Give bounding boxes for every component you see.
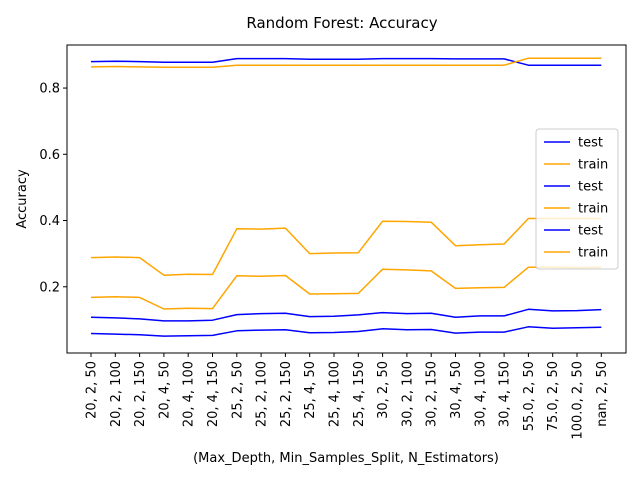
x-tick-label: 30, 4, 50	[449, 361, 464, 419]
x-tick-label: 25, 4, 50	[303, 361, 318, 419]
x-axis-title: (Max_Depth, Min_Samples_Split, N_Estimat…	[193, 451, 499, 466]
x-tick-label: 30, 4, 150	[498, 361, 513, 427]
x-tick-label: 25, 2, 50	[230, 361, 245, 419]
legend-label: train	[578, 158, 608, 173]
series-line-train-4	[90, 217, 602, 276]
legend-label: test	[578, 224, 603, 239]
x-tick-label: 25, 4, 100	[328, 361, 343, 427]
x-tick-label: 30, 2, 50	[376, 361, 391, 419]
y-tick-label: 0.8	[39, 82, 60, 97]
x-tick-label: 20, 4, 100	[182, 361, 197, 427]
x-tick-label: 75.0, 2, 50	[546, 361, 561, 431]
legend-label: train	[578, 246, 608, 261]
plot-lines	[90, 57, 602, 337]
y-tick-label: 0.6	[39, 148, 60, 163]
legend: test train test train test train	[535, 128, 619, 270]
x-tick-label: 30, 2, 150	[425, 361, 440, 427]
x-axis: 20, 2, 50 20, 2, 100 20, 2, 150 20, 4, 50 20…	[85, 353, 610, 440]
x-tick-label: 20, 2, 100	[109, 361, 124, 427]
x-tick-label: 100.0, 2, 50	[571, 361, 586, 440]
y-axis: 0.2 0.4 0.6 0.8	[39, 82, 67, 295]
x-tick-label: 20, 4, 50	[157, 361, 172, 419]
x-tick-label: 25, 2, 150	[279, 361, 294, 427]
chart-title: Random Forest: Accuracy	[246, 14, 437, 32]
series-line-train-6	[90, 266, 602, 310]
x-tick-label: 30, 2, 100	[400, 361, 415, 427]
x-tick-label: 20, 2, 150	[133, 361, 148, 427]
legend-label: test	[578, 180, 603, 195]
y-tick-label: 0.4	[39, 214, 60, 229]
series-line-train-2	[90, 57, 602, 68]
x-tick-label: 55.0, 2, 50	[522, 361, 537, 431]
x-tick-label: 20, 4, 150	[206, 361, 221, 427]
plot-frame	[66, 44, 627, 354]
y-tick-label: 0.2	[39, 280, 60, 295]
y-axis-title: Accuracy	[15, 169, 30, 229]
series-line-test-5	[90, 326, 602, 337]
legend-label: train	[578, 202, 608, 217]
x-tick-label: 30, 4, 100	[473, 361, 488, 427]
x-tick-label: 25, 4, 150	[352, 361, 367, 427]
x-tick-label: 25, 2, 100	[255, 361, 270, 427]
series-line-test-3	[90, 308, 602, 322]
x-tick-label: 20, 2, 50	[85, 361, 100, 419]
legend-label: test	[578, 136, 603, 151]
x-tick-label: nan, 2, 50	[595, 361, 610, 427]
